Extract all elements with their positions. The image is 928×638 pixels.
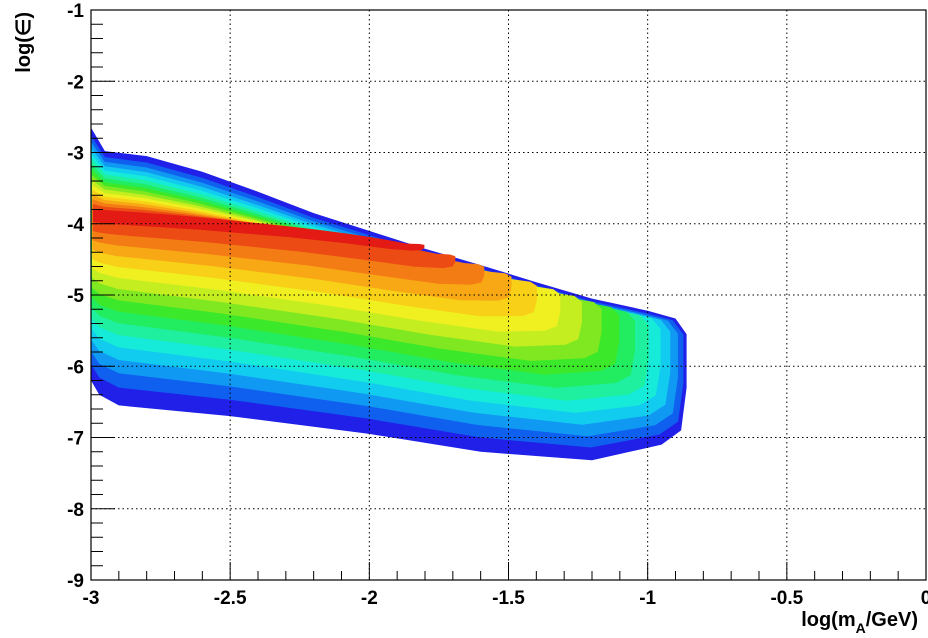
x-axis-title-subscript: A	[856, 620, 866, 636]
contour-bands	[91, 127, 687, 461]
y-tick-label: -3	[67, 144, 84, 165]
x-tick-label: -0.5	[770, 588, 803, 609]
y-tick-label: -9	[67, 571, 84, 592]
y-axis-title: log(∈)	[13, 12, 35, 73]
y-tick-label: -8	[67, 500, 84, 521]
axis-ticks	[90, 9, 927, 581]
y-tick-label: -1	[67, 1, 84, 22]
x-tick-labels: -3 -2.5 -2 -1.5 -1 -0.5 0	[83, 588, 928, 609]
x-axis-title-prefix: log(m	[801, 609, 855, 631]
x-axis-title: log(mA/GeV)	[801, 609, 918, 636]
x-tick-label: -1	[639, 588, 656, 609]
x-tick-label: 0	[921, 588, 928, 609]
y-tick-label: -2	[67, 72, 84, 93]
y-tick-labels: -1 -2 -3 -4 -5 -6 -7 -8 -9	[67, 1, 84, 592]
x-tick-label: -3	[83, 588, 100, 609]
x-tick-label: -2	[361, 588, 378, 609]
y-tick-label: -5	[67, 286, 84, 307]
y-tick-label: -7	[67, 429, 84, 450]
x-axis-title-suffix: /GeV)	[866, 609, 918, 631]
y-tick-label: -6	[67, 357, 84, 378]
contour-band-16	[92, 208, 425, 251]
x-tick-label: -2.5	[214, 588, 247, 609]
grid-lines	[91, 10, 926, 580]
y-tick-label: -4	[67, 215, 84, 236]
x-tick-label: -1.5	[492, 588, 525, 609]
